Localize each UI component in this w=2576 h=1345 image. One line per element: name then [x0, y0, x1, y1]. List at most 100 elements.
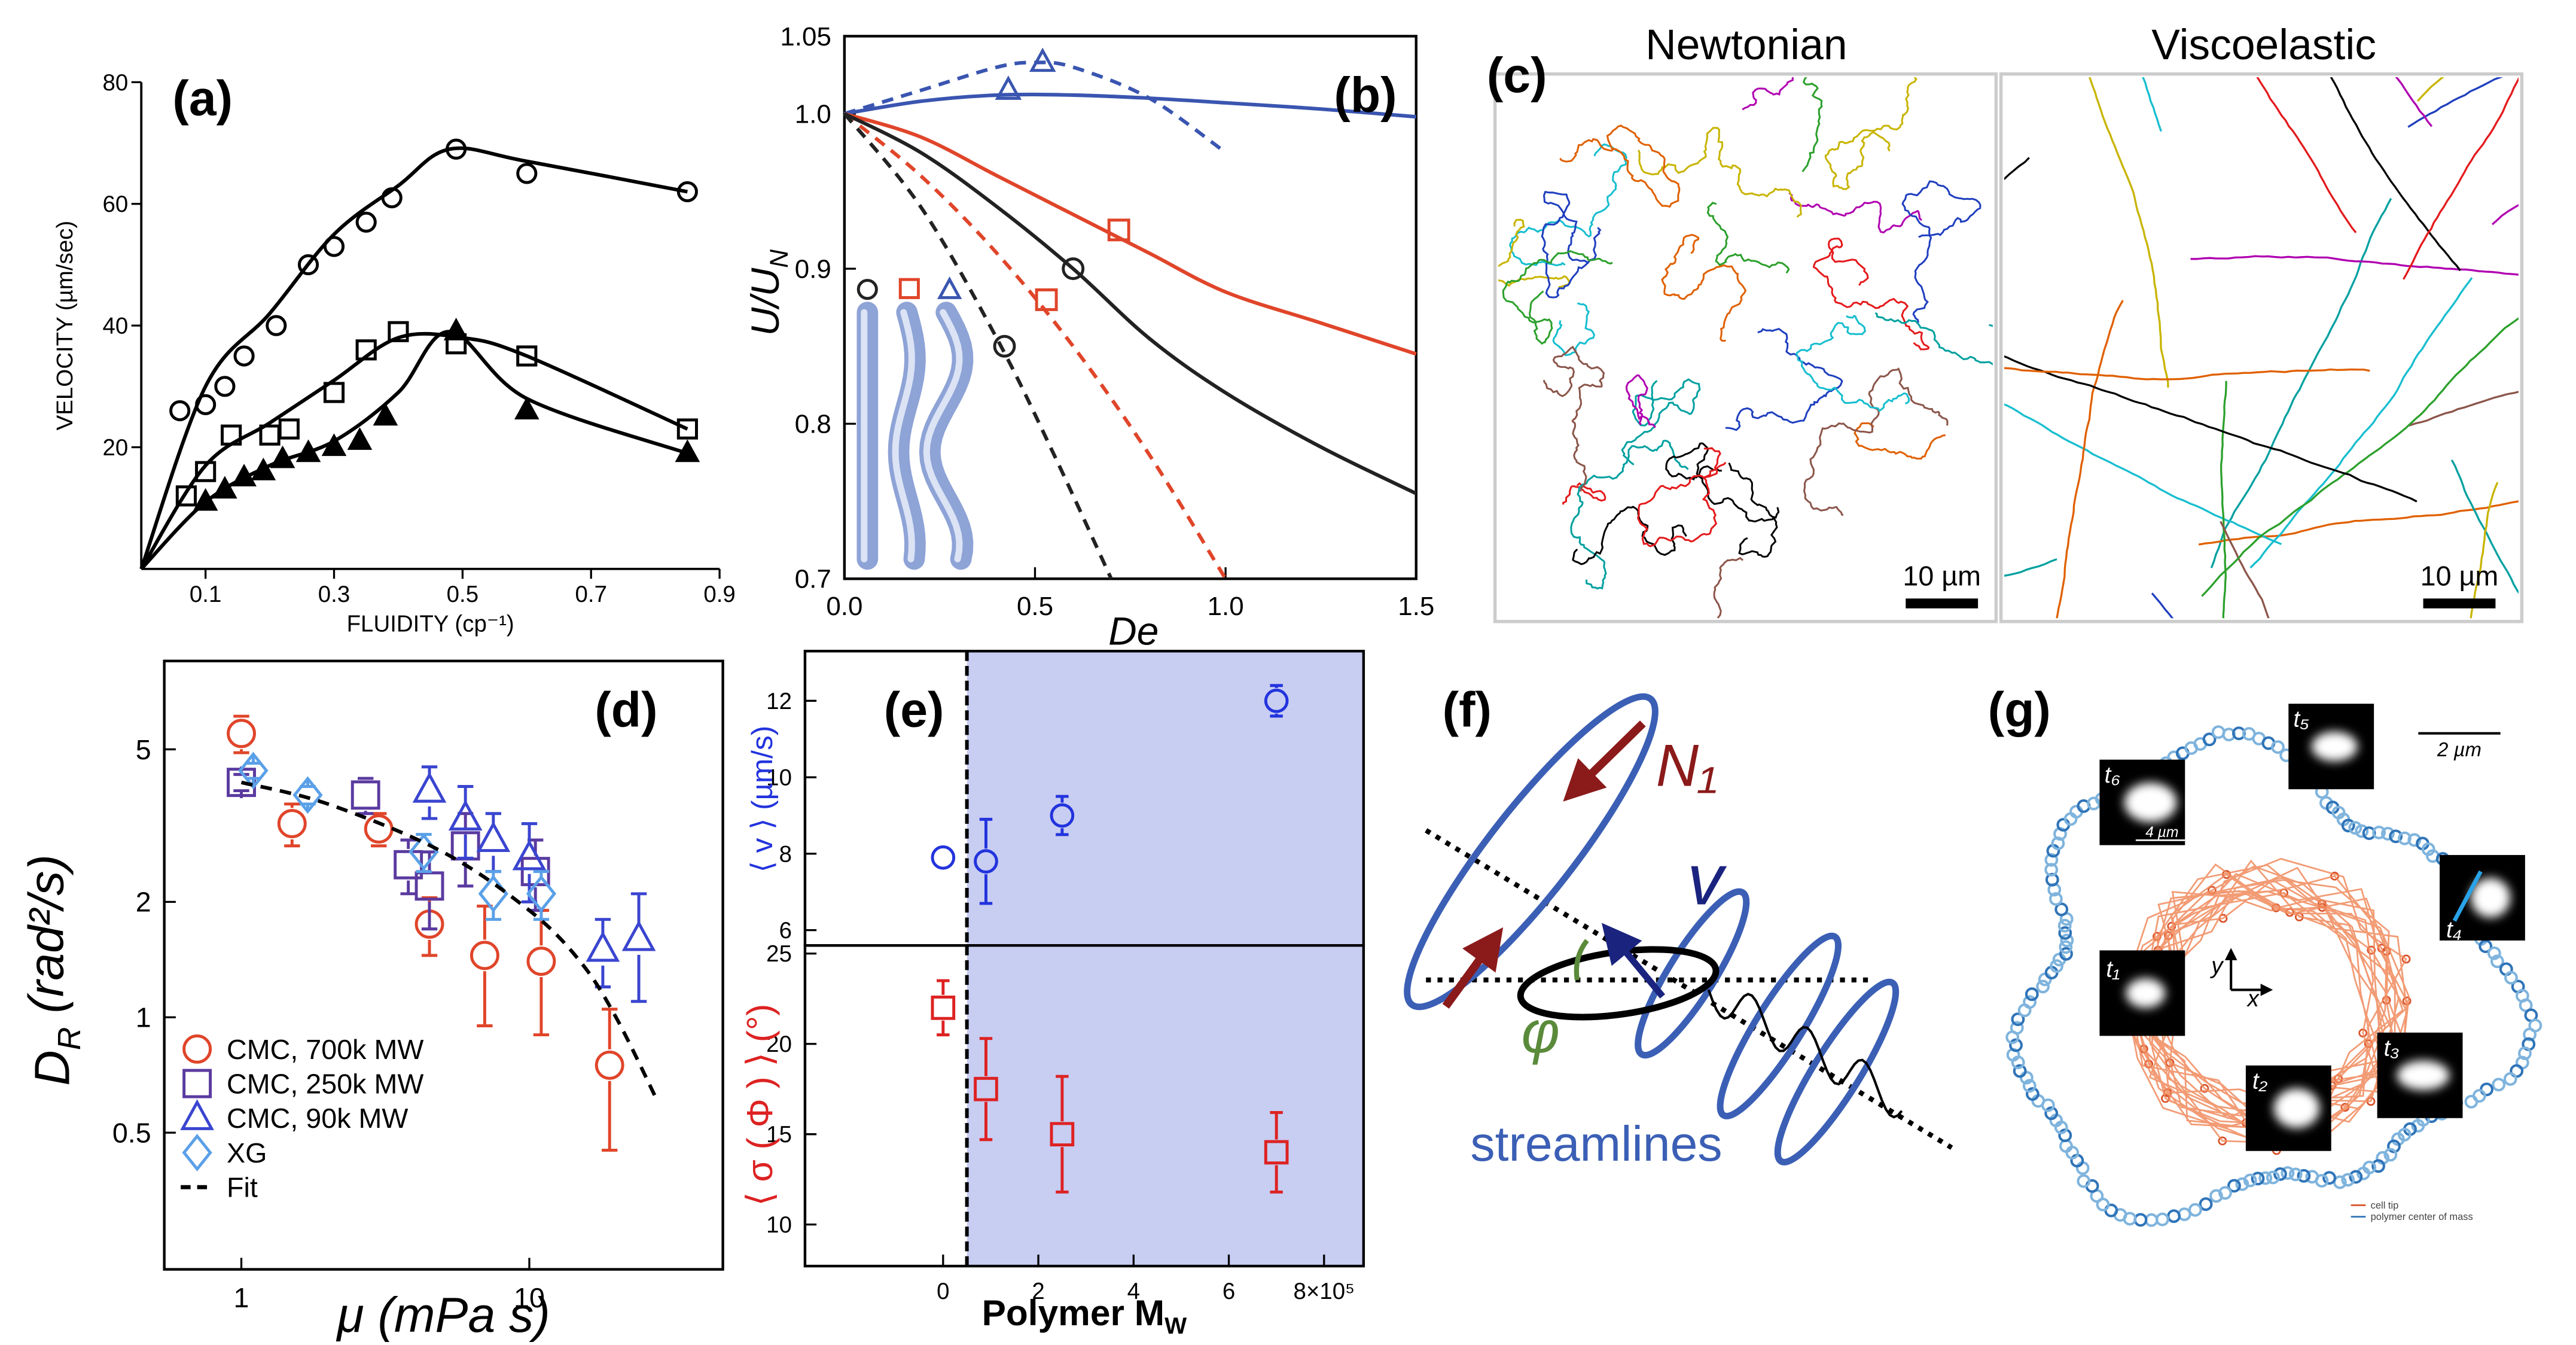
y-axis-label-part: R [52, 1027, 87, 1051]
trajectory [2088, 77, 2169, 388]
polymer-position [2356, 1166, 2370, 1180]
trajectory [1713, 556, 1744, 619]
y-axis-label-part: N [765, 249, 794, 268]
curve [844, 92, 1416, 119]
trajectory [1498, 218, 1571, 288]
tip-position [2200, 1084, 2209, 1093]
legend-label: XG [227, 1137, 267, 1168]
x-tick-label: 4 [1127, 1279, 1140, 1304]
trajectory [1502, 249, 1613, 345]
axis-label: x [2246, 986, 2260, 1012]
y-tick-label: 10 [766, 765, 792, 791]
y-tick-label: 80 [102, 70, 128, 96]
polymer-position [2297, 1168, 2311, 1183]
polymer-position [2372, 825, 2386, 839]
x-tick-label: 1.0 [1208, 592, 1244, 621]
error-bar [233, 714, 249, 754]
polymer-position [2479, 939, 2493, 953]
polymer-position [2266, 1170, 2280, 1185]
y-tick-label: 1.05 [780, 22, 831, 51]
legend-label: CMC, 90k MW [227, 1103, 408, 1134]
error-bar [477, 904, 493, 1028]
trajectory [1661, 233, 1747, 342]
legend-label: CMC, 250k MW [227, 1069, 423, 1100]
x-tick-label: 0.9 [703, 582, 735, 607]
polymer-position [2503, 1072, 2517, 1086]
polymer-position [2227, 1179, 2241, 1193]
y-tick-label: 25 [766, 941, 792, 967]
polymer-position [2049, 892, 2063, 906]
y-tick-label: 6 [779, 918, 792, 944]
marker [195, 461, 217, 482]
error-bar [1056, 795, 1069, 836]
trajectory [1542, 345, 1605, 492]
polymer-position [2487, 946, 2501, 960]
polymer-position [2273, 1167, 2287, 1181]
polymer-position [2235, 1177, 2249, 1191]
x-tick-label: 10 [514, 1282, 545, 1313]
polymer-position [2054, 902, 2069, 917]
polymer-position [2288, 1167, 2303, 1182]
image-frame [1999, 72, 2524, 623]
y-axis-label-part: (rad²/s) [19, 854, 74, 1027]
flagellum [1707, 989, 1903, 1119]
error-bar [521, 822, 538, 903]
polymer-position [2199, 1197, 2213, 1211]
y-tick-label: 0.9 [795, 255, 831, 284]
y-tick-label: 5 [136, 734, 151, 765]
legend-label: cell tip [2371, 1200, 2399, 1211]
time-label: t₁ [2106, 956, 2120, 982]
x-tick-label: 1.5 [1398, 592, 1434, 621]
marker [182, 1069, 212, 1098]
marker [586, 930, 620, 962]
marker [1029, 47, 1056, 72]
marker [355, 211, 377, 233]
polymer-position [2362, 826, 2376, 840]
marker [974, 849, 998, 874]
x-axis-label: μ (mPa s) [336, 1288, 550, 1343]
polymer-position [2258, 1171, 2273, 1185]
trajectory [1508, 143, 1628, 267]
polymer-position [2341, 1173, 2355, 1187]
trajectory [2403, 77, 2519, 280]
error-bar [358, 777, 374, 815]
cell-image [2397, 1060, 2450, 1091]
polymer-position [2492, 1078, 2506, 1092]
trajectory [1621, 378, 1701, 465]
force-label: N₁ [1656, 732, 1718, 799]
polymer-position [2011, 1012, 2025, 1027]
x-tick-label: 6 [1223, 1279, 1235, 1304]
error-bar [284, 802, 300, 848]
trajectory [2249, 277, 2473, 569]
y-tick-label: 15 [766, 1122, 792, 1148]
tip-position [2401, 954, 2411, 964]
trajectories [2004, 77, 2519, 619]
polymer-position [2411, 1119, 2425, 1133]
time-label: t₃ [2384, 1035, 2400, 1061]
curve [139, 146, 688, 570]
marker [297, 254, 319, 276]
x-tick-label: 1 [234, 1282, 249, 1313]
marker [238, 751, 269, 790]
polymer-position [2251, 1171, 2265, 1186]
polymer-position [2059, 940, 2073, 954]
trajectory [1559, 124, 1681, 208]
marker [512, 839, 547, 871]
inset-scale-label: 4 µm [2145, 824, 2178, 841]
curve [139, 331, 688, 570]
plot-frame [843, 35, 1417, 580]
x-tick-label: 2 [1032, 1279, 1044, 1304]
trajectory [2004, 403, 2282, 546]
panel-label: (f) [1443, 683, 1492, 738]
y-tick-label: 8 [779, 841, 792, 867]
x-axis-label: De [1108, 608, 1159, 653]
marker [995, 75, 1022, 100]
y-axis-label-part: D [25, 1050, 80, 1086]
x-tick-label: 0 [937, 1279, 949, 1304]
trajectory [2470, 482, 2499, 619]
legend-icon [898, 278, 920, 299]
polymer-position [2044, 853, 2059, 867]
y-axis-label: ⟨ σ ( Φ ) ⟩ (°) [739, 1004, 780, 1206]
y-tick-label: 20 [766, 1031, 792, 1057]
